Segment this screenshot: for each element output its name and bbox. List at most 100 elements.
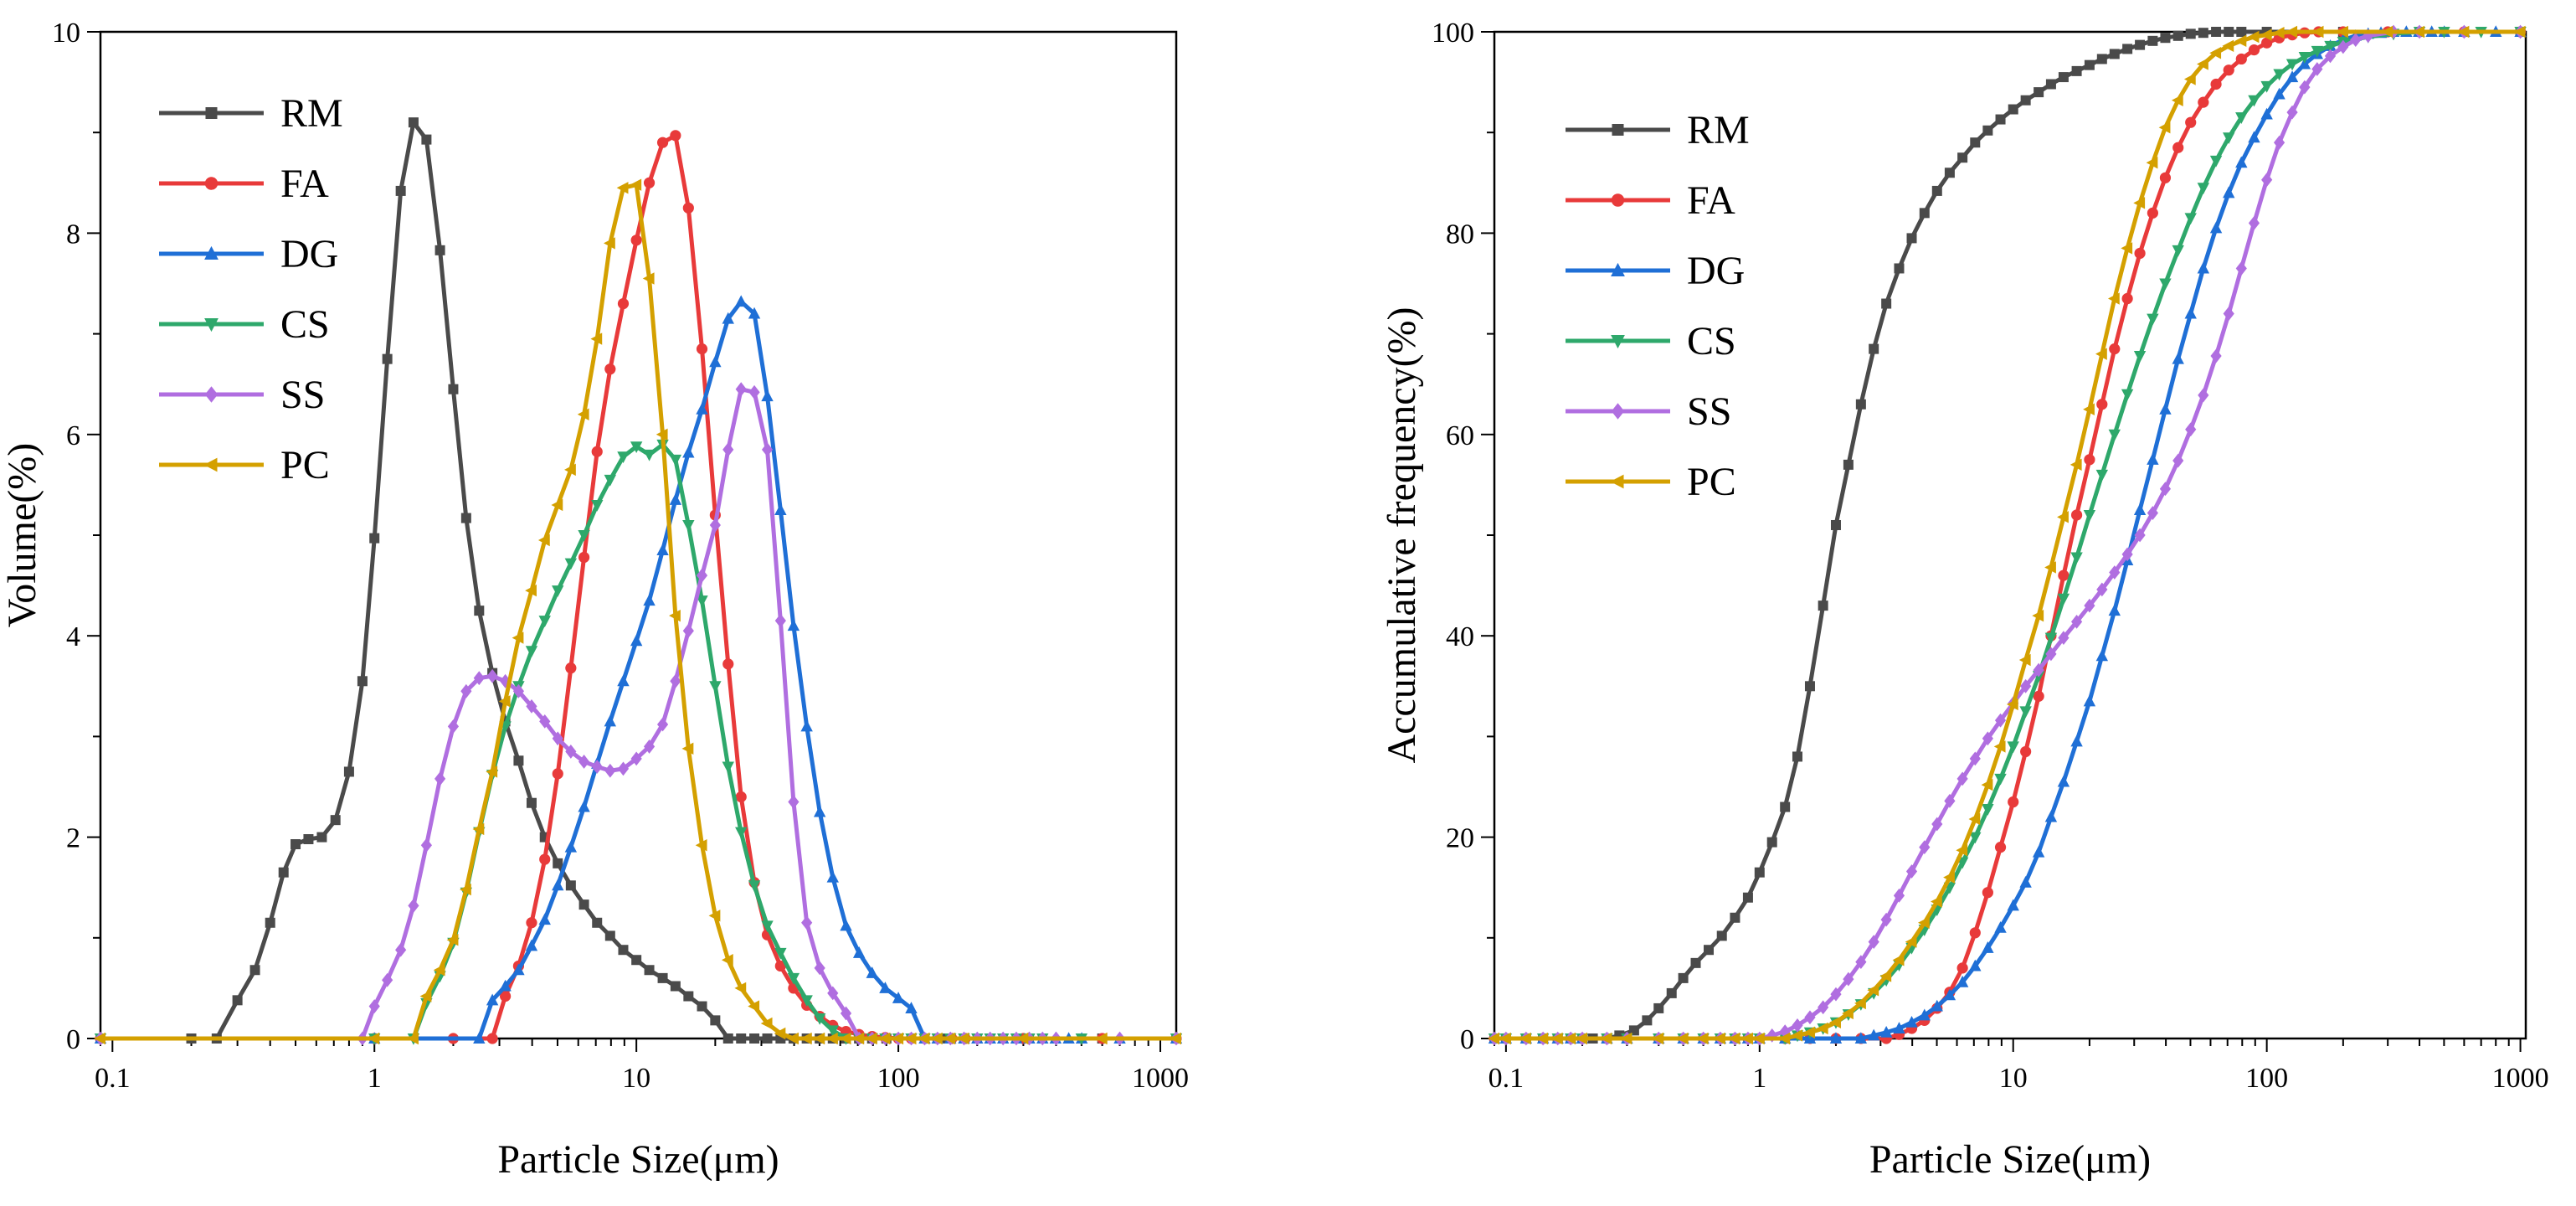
data-point: [552, 879, 564, 891]
data-point: [2235, 112, 2248, 124]
data-point: [1696, 1032, 1709, 1045]
data-point: [1791, 1029, 1802, 1042]
data-point: [1982, 887, 1993, 899]
data-point: [1600, 1032, 1612, 1045]
data-point: [826, 1025, 839, 1038]
data-point: [892, 992, 905, 1003]
data-point: [408, 117, 419, 128]
data-point: [265, 917, 275, 928]
data-point: [734, 982, 747, 995]
data-point: [1803, 1026, 1815, 1038]
series-line: [100, 387, 1176, 1041]
data-point: [1931, 817, 1943, 832]
data-point: [1741, 1032, 1753, 1045]
data-point: [1994, 713, 2007, 728]
data-point: [1818, 600, 1828, 611]
data-point: [2171, 94, 2183, 106]
data-point: [2209, 47, 2222, 59]
series-fa: [95, 130, 1182, 1044]
data-point: [565, 662, 577, 674]
data-point: [512, 963, 525, 976]
data-point: [2147, 506, 2158, 520]
data-point: [1869, 343, 1879, 354]
data-point: [774, 503, 787, 515]
data-point: [1576, 1032, 1588, 1045]
data-point: [2007, 741, 2019, 754]
data-point: [774, 613, 786, 628]
data-point: [382, 353, 393, 364]
data-point: [2147, 313, 2159, 326]
data-point: [813, 1032, 825, 1045]
data-point: [1564, 1032, 1576, 1045]
data-point: [813, 805, 826, 817]
data-point: [1816, 1022, 1828, 1035]
data-point: [683, 991, 694, 1002]
y-tick-label: 20: [1446, 823, 1474, 854]
data-point: [774, 960, 786, 972]
data-point: [2108, 429, 2121, 441]
data-point: [735, 791, 747, 803]
data-point: [512, 631, 524, 644]
data-point: [1917, 916, 1930, 929]
data-point: [2096, 54, 2107, 64]
data-point: [446, 934, 459, 946]
data-point: [656, 717, 669, 732]
data-point: [760, 1017, 773, 1030]
data-point: [2083, 403, 2095, 415]
data-point: [2172, 30, 2183, 41]
data-point: [1982, 731, 1993, 746]
series-pc: [1488, 25, 2526, 1045]
data-point: [395, 185, 406, 196]
data-point: [474, 606, 485, 616]
data-point: [2109, 565, 2121, 580]
legend-label: FA: [280, 162, 329, 206]
data-point: [2273, 69, 2285, 81]
data-point: [2032, 609, 2044, 622]
data-point: [2020, 745, 2032, 758]
series-pc: [94, 178, 1181, 1045]
data-point: [656, 137, 669, 148]
data-point: [1982, 941, 1994, 953]
legend-label: CS: [1687, 319, 1736, 363]
data-point: [865, 1032, 877, 1045]
data-point: [800, 719, 813, 732]
data-point: [2248, 44, 2260, 56]
legend-marker: [1612, 124, 1624, 136]
plot-frame: [1493, 30, 2527, 1040]
data-point: [604, 714, 617, 727]
data-point: [2235, 261, 2247, 276]
data-point: [2006, 698, 2018, 711]
data-point: [787, 972, 800, 985]
data-point: [2133, 351, 2147, 363]
data-point: [669, 454, 682, 466]
data-point: [1804, 681, 1815, 692]
legend-label: PC: [280, 443, 330, 487]
data-point: [1931, 185, 1942, 196]
data-point: [2198, 388, 2209, 403]
data-point: [630, 178, 642, 191]
data-point: [2260, 28, 2272, 41]
x-tick-label: 10: [622, 1063, 650, 1094]
legend-label: PC: [1687, 460, 1736, 504]
data-point: [839, 1032, 851, 1045]
x-tick-label: 1000: [1132, 1063, 1189, 1094]
data-point: [1905, 864, 1918, 879]
data-point: [709, 355, 722, 368]
data-point: [682, 446, 695, 458]
data-point: [2095, 649, 2109, 662]
data-point: [878, 1032, 891, 1045]
data-point: [382, 972, 393, 987]
data-point: [2198, 96, 2209, 108]
data-point: [1993, 740, 2006, 753]
data-point: [2084, 454, 2095, 466]
data-point: [2020, 95, 2031, 106]
data-point: [2058, 72, 2069, 83]
data-point: [2159, 402, 2172, 415]
data-point: [1994, 773, 2007, 786]
data-point: [420, 838, 432, 853]
data-point: [761, 442, 774, 457]
data-point: [774, 1027, 786, 1040]
series-line: [1494, 29, 2521, 1041]
data-point: [957, 1032, 969, 1045]
data-point: [787, 1032, 799, 1045]
